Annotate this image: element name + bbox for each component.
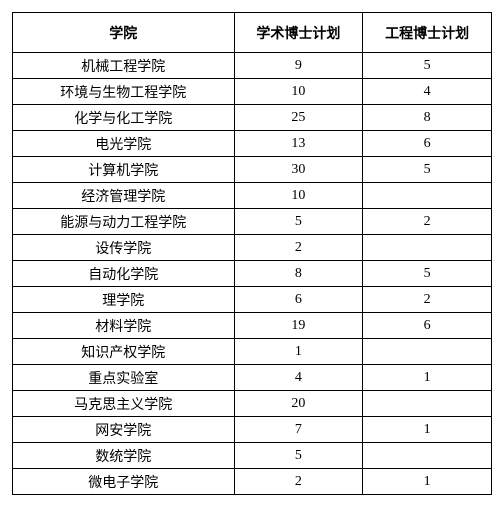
cell-academic: 25: [234, 105, 363, 131]
table-row: 化学与化工学院 25 8: [13, 105, 492, 131]
table-row: 机械工程学院 9 5: [13, 53, 492, 79]
phd-plan-table: 学院 学术博士计划 工程博士计划 机械工程学院 9 5 环境与生物工程学院 10…: [12, 12, 492, 495]
table-row: 自动化学院 8 5: [13, 261, 492, 287]
cell-engineering: 1: [363, 365, 492, 391]
cell-college: 能源与动力工程学院: [13, 209, 235, 235]
cell-college: 自动化学院: [13, 261, 235, 287]
cell-college: 机械工程学院: [13, 53, 235, 79]
cell-engineering: [363, 183, 492, 209]
cell-academic: 4: [234, 365, 363, 391]
table-row: 重点实验室 4 1: [13, 365, 492, 391]
cell-academic: 5: [234, 443, 363, 469]
cell-engineering: 2: [363, 287, 492, 313]
cell-engineering: 2: [363, 209, 492, 235]
cell-college: 知识产权学院: [13, 339, 235, 365]
cell-academic: 7: [234, 417, 363, 443]
cell-engineering: 1: [363, 417, 492, 443]
table-row: 能源与动力工程学院 5 2: [13, 209, 492, 235]
cell-academic: 2: [234, 469, 363, 495]
table-row: 知识产权学院 1: [13, 339, 492, 365]
cell-college: 环境与生物工程学院: [13, 79, 235, 105]
table-row: 设传学院 2: [13, 235, 492, 261]
table-row: 电光学院 13 6: [13, 131, 492, 157]
cell-academic: 10: [234, 183, 363, 209]
cell-engineering: 5: [363, 157, 492, 183]
cell-college: 化学与化工学院: [13, 105, 235, 131]
header-engineering-phd: 工程博士计划: [363, 13, 492, 53]
table-row: 计算机学院 30 5: [13, 157, 492, 183]
cell-engineering: 5: [363, 53, 492, 79]
cell-college: 电光学院: [13, 131, 235, 157]
table-row: 经济管理学院 10: [13, 183, 492, 209]
cell-academic: 19: [234, 313, 363, 339]
cell-engineering: 6: [363, 131, 492, 157]
cell-college: 网安学院: [13, 417, 235, 443]
table-row: 环境与生物工程学院 10 4: [13, 79, 492, 105]
cell-engineering: [363, 235, 492, 261]
cell-academic: 20: [234, 391, 363, 417]
cell-engineering: 5: [363, 261, 492, 287]
cell-engineering: 6: [363, 313, 492, 339]
cell-college: 经济管理学院: [13, 183, 235, 209]
header-academic-phd: 学术博士计划: [234, 13, 363, 53]
cell-college: 微电子学院: [13, 469, 235, 495]
table-body: 机械工程学院 9 5 环境与生物工程学院 10 4 化学与化工学院 25 8 电…: [13, 53, 492, 495]
cell-academic: 2: [234, 235, 363, 261]
cell-college: 计算机学院: [13, 157, 235, 183]
cell-academic: 9: [234, 53, 363, 79]
cell-engineering: [363, 391, 492, 417]
cell-engineering: 8: [363, 105, 492, 131]
cell-academic: 8: [234, 261, 363, 287]
table-row: 微电子学院 2 1: [13, 469, 492, 495]
cell-college: 设传学院: [13, 235, 235, 261]
table-row: 理学院 6 2: [13, 287, 492, 313]
cell-academic: 10: [234, 79, 363, 105]
cell-college: 理学院: [13, 287, 235, 313]
header-college: 学院: [13, 13, 235, 53]
cell-engineering: [363, 339, 492, 365]
cell-academic: 6: [234, 287, 363, 313]
cell-college: 数统学院: [13, 443, 235, 469]
cell-college: 材料学院: [13, 313, 235, 339]
table-row: 材料学院 19 6: [13, 313, 492, 339]
table-row: 网安学院 7 1: [13, 417, 492, 443]
cell-college: 重点实验室: [13, 365, 235, 391]
cell-engineering: [363, 443, 492, 469]
cell-engineering: 1: [363, 469, 492, 495]
cell-engineering: 4: [363, 79, 492, 105]
cell-academic: 30: [234, 157, 363, 183]
cell-academic: 5: [234, 209, 363, 235]
table-row: 马克思主义学院 20: [13, 391, 492, 417]
cell-academic: 1: [234, 339, 363, 365]
table-row: 数统学院 5: [13, 443, 492, 469]
cell-college: 马克思主义学院: [13, 391, 235, 417]
cell-academic: 13: [234, 131, 363, 157]
table-header-row: 学院 学术博士计划 工程博士计划: [13, 13, 492, 53]
